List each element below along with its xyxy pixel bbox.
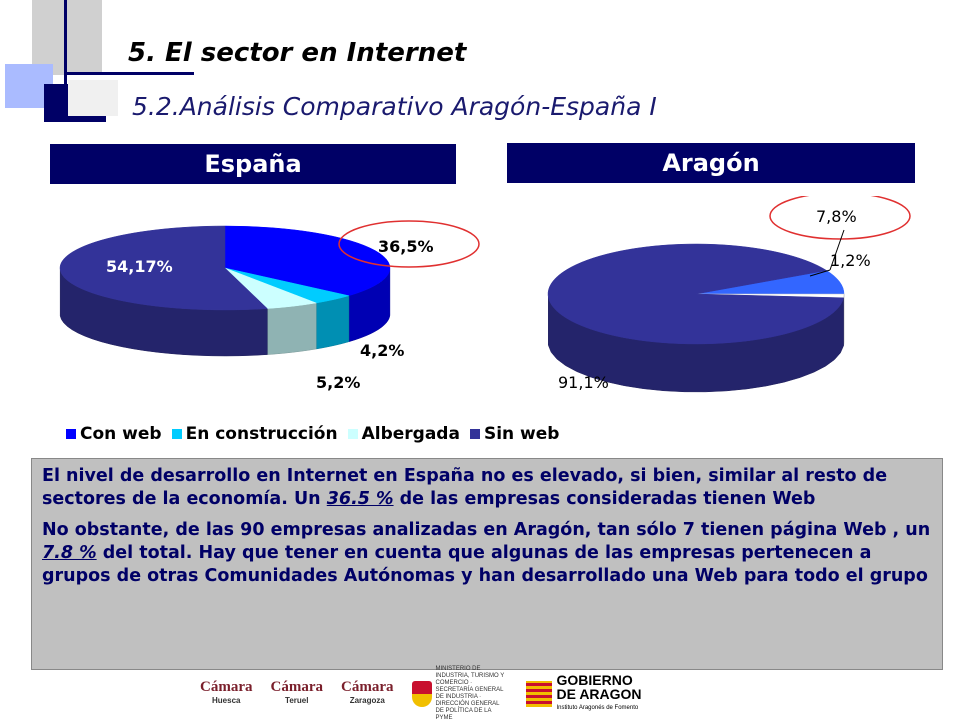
text-segment: No obstante, de las 90 empresas analizad… <box>42 520 930 540</box>
decor-line-horizontal <box>64 72 194 75</box>
logo-city: Zaragoza <box>341 694 394 708</box>
text-segment: de las empresas consideradas tienen Web <box>394 489 816 509</box>
spain-side-en-construcción <box>316 296 349 349</box>
aragon-flag-icon <box>526 681 552 707</box>
legend-item-albergada: Albergada <box>348 424 460 444</box>
logo-city: Teruel <box>271 694 324 708</box>
gob-line: DE ARAGON <box>557 686 642 702</box>
logo-city: Huesca <box>200 694 253 708</box>
logo-text: Cámara <box>341 679 394 695</box>
legend-swatch <box>348 429 358 439</box>
legend-item-sin-web: Sin web <box>470 424 560 444</box>
legend-swatch <box>172 429 182 439</box>
header-aragon: Aragón <box>507 143 915 183</box>
spain-label-sin-web: 54,17% <box>106 257 173 276</box>
spain-label-albergada: 5,2% <box>316 373 360 392</box>
legend-swatch <box>470 429 480 439</box>
logo-text: Cámara <box>271 679 324 695</box>
decor-square-white <box>68 80 118 116</box>
page-title: 5. El sector en Internet <box>128 38 466 68</box>
ministry-text: MINISTERIO DE INDUSTRIA, TURISMO Y COMER… <box>436 666 508 722</box>
page-subtitle: 5.2.Análisis Comparativo Aragón-España I <box>132 92 657 121</box>
legend-label: En construcción <box>186 424 338 444</box>
coat-of-arms-icon <box>412 681 432 707</box>
logo-ministerio: MINISTERIO DE INDUSTRIA, TURISMO Y COMER… <box>412 666 508 722</box>
legend-label: Albergada <box>362 424 460 444</box>
chart-legend: Con web En construcción Albergada Sin we… <box>66 424 559 444</box>
spain-pie-chart: 36,5% 4,2% 5,2% 54,17% <box>40 210 480 410</box>
header-spain: España <box>50 144 456 184</box>
gob-sub: Instituto Aragonés de Fomento <box>557 701 642 715</box>
text-segment: del total. Hay que tener en cuenta que a… <box>42 543 928 586</box>
legend-label: Con web <box>80 424 162 444</box>
legend-swatch <box>66 429 76 439</box>
legend-label: Sin web <box>484 424 560 444</box>
aragon-label-con-web: 7,8% <box>816 207 857 226</box>
summary-paragraph-spain: El nivel de desarrollo en Internet en Es… <box>42 465 932 511</box>
spain-label-con-web: 36,5% <box>378 237 434 256</box>
highlight-value: 7.8 % <box>42 543 97 563</box>
legend-item-en-construccion: En construcción <box>172 424 338 444</box>
spain-side-albergada <box>267 303 316 355</box>
spain-label-en-construccion: 4,2% <box>360 341 404 360</box>
highlight-value: 36.5 % <box>327 489 394 509</box>
aragon-label-sin-web: 91,1% <box>558 373 609 392</box>
summary-text-box: El nivel de desarrollo en Internet en Es… <box>31 458 943 670</box>
summary-paragraph-aragon: No obstante, de las 90 empresas analizad… <box>42 519 932 588</box>
legend-item-con-web: Con web <box>66 424 162 444</box>
decor-line-vertical <box>64 0 67 122</box>
aragon-pie-chart: 7,8% 1,2% 91,1% <box>540 196 940 396</box>
logo-text: Cámara <box>200 679 253 695</box>
